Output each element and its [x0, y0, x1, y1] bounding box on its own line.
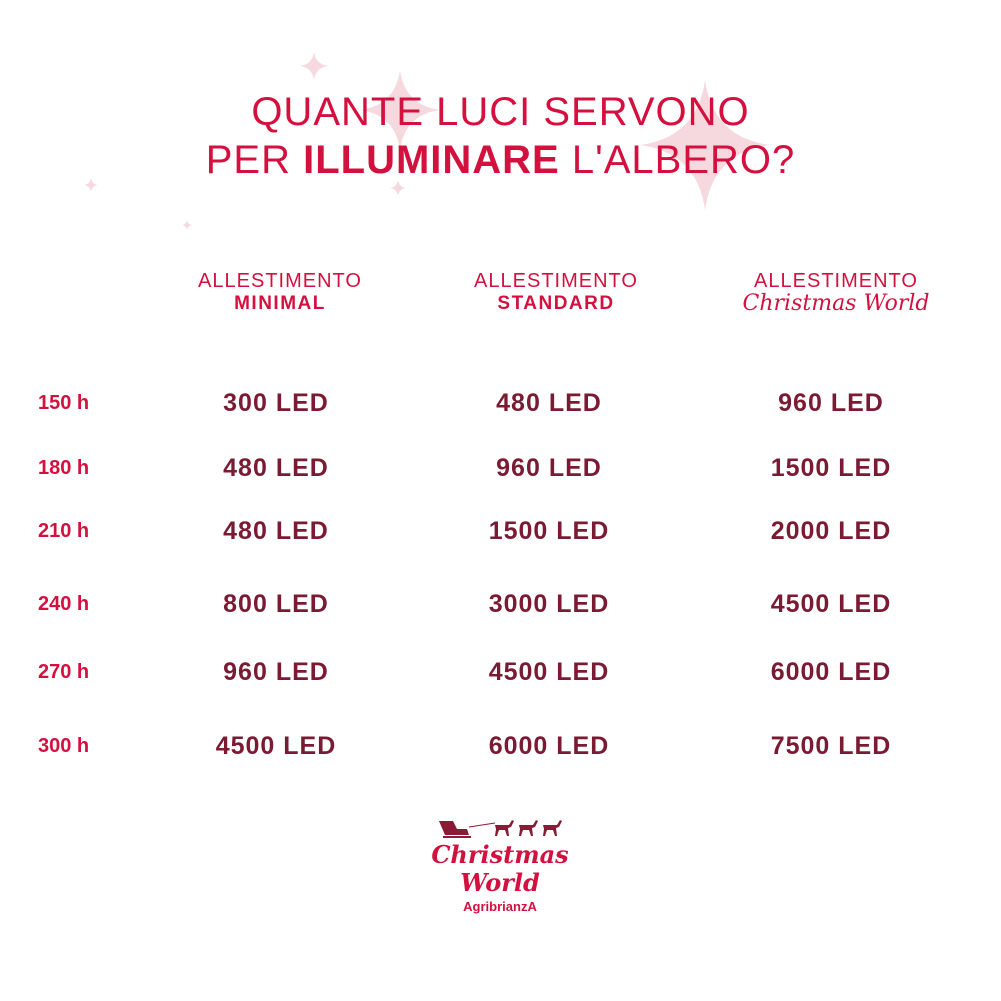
led-value: 4500 LED: [770, 590, 892, 618]
logo-line1: Christmas: [431, 840, 569, 869]
logo-line2: World: [460, 868, 540, 897]
christmas-world-logo: Christmas World AgribrianzA: [415, 815, 585, 915]
led-value: 800 LED: [223, 590, 329, 618]
row-height-label: 210 h: [38, 520, 90, 542]
column-header-minimal: ALLESTIMENTO MINIMAL: [150, 270, 410, 316]
page-title: QUANTE LUCI SERVONO PER ILLUMINARE L'ALB…: [0, 92, 1001, 180]
led-value: 4500 LED: [488, 658, 610, 686]
column-header-line1: ALLESTIMENTO: [198, 270, 362, 292]
title-suffix: L'ALBERO?: [559, 138, 796, 182]
column-header-line1: ALLESTIMENTO: [754, 270, 918, 292]
title-bold: ILLUMINARE: [303, 138, 560, 182]
sparkle-icon: [360, 70, 440, 150]
column-header-line2: STANDARD: [497, 293, 615, 314]
row-height-label: 180 h: [38, 457, 90, 479]
title-prefix: PER: [205, 138, 304, 182]
led-value: 960 LED: [223, 658, 329, 686]
led-value: 960 LED: [496, 454, 602, 482]
sparkle-icon: [182, 220, 192, 230]
led-value: 480 LED: [223, 517, 329, 545]
led-value: 2000 LED: [770, 517, 892, 545]
column-header-standard: ALLESTIMENTO STANDARD: [426, 270, 686, 316]
column-header-line1: ALLESTIMENTO: [474, 270, 638, 292]
led-value: 480 LED: [223, 454, 329, 482]
led-value: 6000 LED: [488, 732, 610, 760]
sparkle-icon: [640, 80, 770, 210]
column-header-christmas-world: ALLESTIMENTO Christmas World: [706, 270, 966, 316]
row-height-label: 270 h: [38, 661, 90, 683]
led-value: 480 LED: [496, 389, 602, 417]
column-header-line2: Christmas World: [742, 291, 930, 316]
led-value: 4500 LED: [215, 732, 337, 760]
led-value: 1500 LED: [488, 517, 610, 545]
led-value: 7500 LED: [770, 732, 892, 760]
logo-sub: AgribrianzA: [463, 899, 537, 914]
row-height-label: 150 h: [38, 392, 90, 414]
sparkle-icon: [300, 52, 328, 80]
led-value: 1500 LED: [770, 454, 892, 482]
sleigh-reindeer-icon: [439, 820, 562, 838]
title-line-2: PER ILLUMINARE L'ALBERO?: [0, 140, 1001, 180]
led-value: 3000 LED: [488, 590, 610, 618]
row-height-label: 300 h: [38, 735, 90, 757]
sparkle-icon: [84, 178, 98, 192]
led-value: 6000 LED: [770, 658, 892, 686]
row-height-label: 240 h: [38, 593, 90, 615]
title-line-1: QUANTE LUCI SERVONO: [251, 90, 750, 134]
sparkle-icon: [390, 180, 406, 196]
led-value: 960 LED: [778, 389, 884, 417]
led-value: 300 LED: [223, 389, 329, 417]
column-header-line2: MINIMAL: [234, 293, 326, 314]
